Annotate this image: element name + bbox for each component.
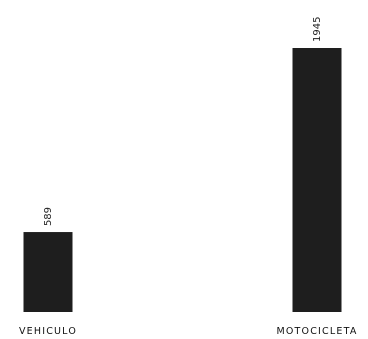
value-label-vehiculo: 589	[43, 207, 54, 226]
bar-motocicleta	[292, 48, 342, 312]
category-axis: VEHICULO MOTOCICLETA	[19, 326, 357, 337]
data-labels: 589 1945	[43, 17, 323, 227]
bar-vehiculo	[23, 232, 73, 312]
category-label-vehiculo: VEHICULO	[19, 326, 77, 337]
plot-area	[23, 48, 342, 312]
category-label-motocicleta: MOTOCICLETA	[276, 326, 357, 337]
value-label-motocicleta: 1945	[312, 17, 323, 42]
